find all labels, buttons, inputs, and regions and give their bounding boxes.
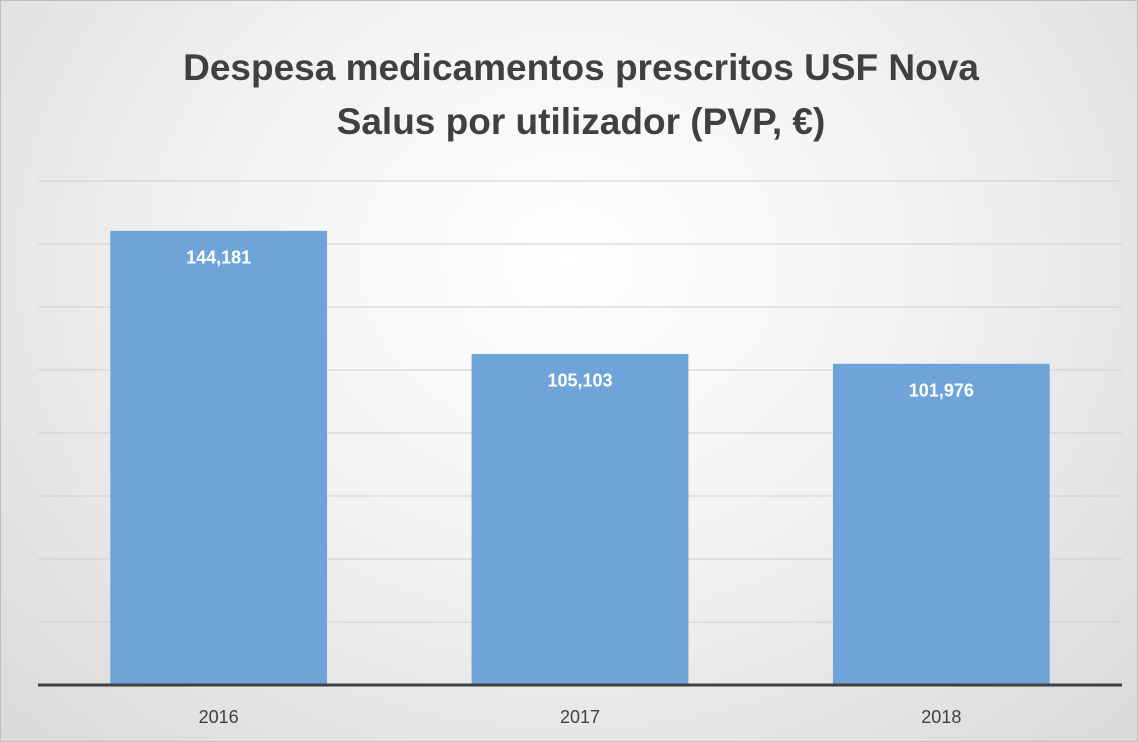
x-tick-label: 2018 bbox=[921, 707, 961, 727]
data-label: 144,181 bbox=[186, 248, 251, 268]
bar bbox=[110, 230, 328, 686]
x-tick-label: 2017 bbox=[560, 707, 600, 727]
data-label: 101,976 bbox=[909, 381, 974, 401]
bar bbox=[832, 363, 1050, 685]
x-tick-label: 2016 bbox=[199, 707, 239, 727]
bar bbox=[471, 353, 689, 685]
data-label: 105,103 bbox=[547, 371, 612, 391]
chart-title: Despesa medicamentos prescritos USF Nova… bbox=[183, 47, 979, 142]
